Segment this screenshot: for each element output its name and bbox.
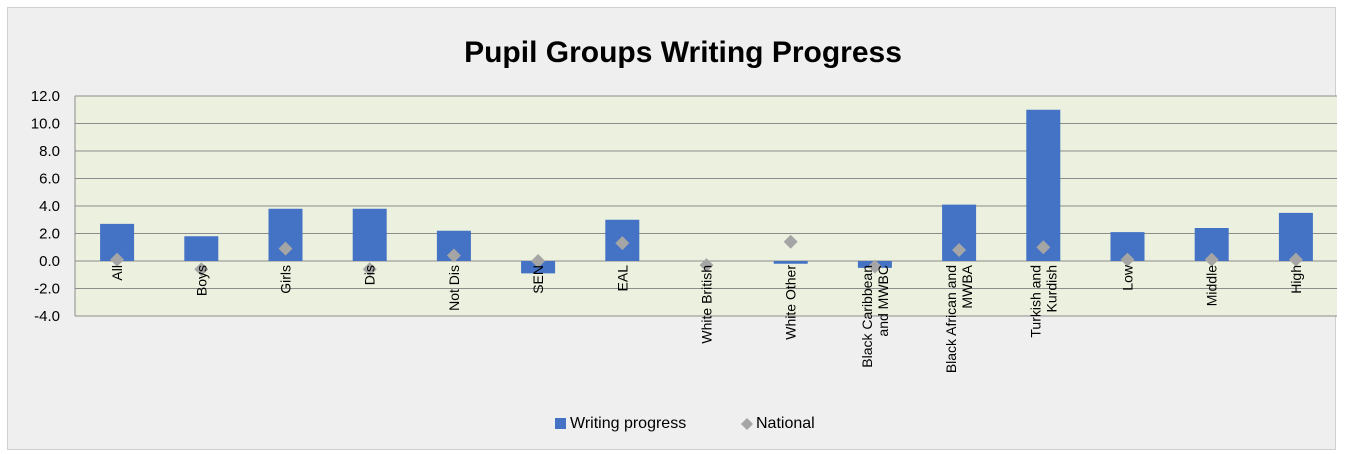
svg-text:White Other: White Other xyxy=(783,265,799,340)
y-tick-label: -4.0 xyxy=(34,308,60,325)
chart-container: Pupil Groups Writing Progress 12.0 10.0 8.… xyxy=(7,7,1337,450)
svg-text:Low: Low xyxy=(1120,264,1136,291)
bar xyxy=(184,236,219,261)
bar xyxy=(352,208,387,261)
y-tick-label: 6.0 xyxy=(39,171,60,188)
national-marker xyxy=(1036,240,1051,255)
svg-text:High: High xyxy=(1288,265,1304,294)
national-marker xyxy=(867,259,882,274)
x-tick-label: White British xyxy=(699,265,715,344)
svg-text:Girls: Girls xyxy=(278,265,294,294)
y-tick-label: 2.0 xyxy=(39,226,60,243)
svg-text:Turkish and: Turkish and xyxy=(1027,265,1043,338)
x-tick-label: Dis xyxy=(362,265,378,285)
svg-text:Boys: Boys xyxy=(193,265,209,296)
national-marker xyxy=(615,236,630,251)
national-marker xyxy=(362,262,377,277)
x-tick-label: Girls xyxy=(278,265,294,294)
svg-text:All: All xyxy=(109,265,125,281)
national-marker xyxy=(278,241,293,256)
x-tick-label: EAL xyxy=(614,265,630,292)
national-marker xyxy=(531,254,546,268)
bar xyxy=(1026,109,1061,261)
svg-text:EAL: EAL xyxy=(614,265,630,292)
x-tick-label: All xyxy=(109,265,125,281)
y-tick-label: 0.0 xyxy=(39,253,60,270)
svg-text:MWBA: MWBA xyxy=(959,264,975,308)
x-tick-label: Black African and MWBA xyxy=(943,264,975,373)
svg-text:SEN: SEN xyxy=(530,265,546,294)
svg-text:Kurdish: Kurdish xyxy=(1043,265,1059,312)
bar xyxy=(773,261,808,264)
y-tick-label: 12.0 xyxy=(31,88,60,105)
svg-text:Dis: Dis xyxy=(362,265,378,285)
svg-text:and MWBC: and MWBC xyxy=(875,265,891,337)
y-tick-label: 8.0 xyxy=(39,143,60,160)
chart-svg: Pupil Groups Writing Progress 12.0 10.0 8.… xyxy=(31,36,1337,432)
x-tick-label: Black Caribbean and MWBC xyxy=(859,265,891,368)
national-marker xyxy=(952,243,967,257)
svg-text:Black African and: Black African and xyxy=(943,265,959,373)
x-tick-label: SEN xyxy=(530,265,546,294)
x-tick-label: White Other xyxy=(783,265,799,340)
x-tick-label: Turkish and Kurdish xyxy=(1027,265,1059,338)
x-tick-label: Boys xyxy=(193,265,209,296)
svg-text:White British: White British xyxy=(699,265,715,344)
national-marker xyxy=(783,234,798,249)
national-marker xyxy=(1288,252,1303,267)
x-tick-label: Middle xyxy=(1204,265,1220,306)
y-tick-label: 10.0 xyxy=(31,116,60,133)
national-marker xyxy=(1204,252,1219,267)
x-tick-label: Not Dis xyxy=(446,265,462,311)
x-tick-label: Low xyxy=(1120,264,1136,291)
national-marker xyxy=(110,252,125,267)
legend-label-national: National xyxy=(756,415,815,432)
legend-label-writing-progress: Writing progress xyxy=(570,415,686,432)
legend-swatch-national xyxy=(741,418,753,430)
national-marker xyxy=(194,262,209,277)
national-marker xyxy=(1120,252,1135,267)
national-marker xyxy=(446,248,461,263)
chart-title: Pupil Groups Writing Progress xyxy=(464,36,902,69)
x-tick-label: High xyxy=(1288,265,1304,294)
y-tick-label: 4.0 xyxy=(39,198,60,215)
svg-text:Not Dis: Not Dis xyxy=(446,265,462,311)
legend-swatch-writing-progress xyxy=(555,418,566,429)
svg-text:Middle: Middle xyxy=(1204,265,1220,306)
national-marker xyxy=(699,258,714,273)
svg-text:Black Caribbean: Black Caribbean xyxy=(859,265,875,368)
y-tick-label: -2.0 xyxy=(34,281,60,298)
